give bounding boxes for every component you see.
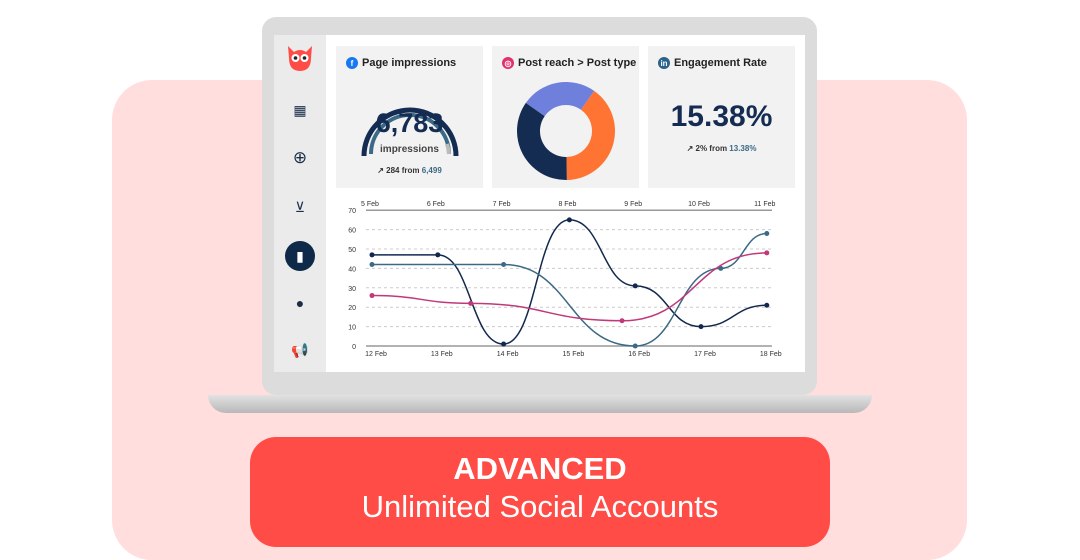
line-chart: 0 10 20 30 40 50 60 70 5 Feb 6 Feb 7 Feb 8 Feb 9 Feb…	[336, 197, 800, 369]
data-point	[764, 250, 770, 256]
change-line: ↗ 2% from 13.38%	[686, 144, 757, 153]
x-tick-label: 14 Feb	[497, 351, 519, 358]
plan-banner: ADVANCED Unlimited Social Accounts	[250, 437, 830, 547]
y-tick-label: 0	[352, 344, 356, 351]
data-point	[764, 302, 770, 308]
plan-title: ADVANCED	[453, 451, 627, 486]
data-point	[764, 230, 770, 236]
data-point	[632, 283, 638, 289]
page-impressions-card: f Page impressions 6,783 impressions ↗ 28…	[336, 46, 483, 188]
linkedin-icon: in	[658, 57, 670, 69]
y-tick-label: 50	[348, 247, 356, 254]
top-tick-label: 5 Feb	[361, 201, 379, 208]
x-tick-label: 17 Feb	[694, 351, 716, 358]
laptop-base	[208, 395, 872, 413]
megaphone-icon[interactable]: 📢	[291, 341, 309, 358]
top-tick-label: 7 Feb	[493, 201, 511, 208]
impressions-value: 6,783	[375, 108, 444, 138]
analytics-icon[interactable]: ▮	[285, 241, 315, 271]
donut-slice-2	[525, 82, 595, 117]
y-tick-label: 30	[348, 286, 356, 293]
y-tick-label: 70	[348, 208, 356, 215]
y-tick-label: 40	[348, 266, 356, 273]
impressions-unit: impressions	[380, 144, 439, 155]
data-point	[718, 265, 724, 271]
inbox-icon[interactable]: ⊻	[294, 198, 306, 215]
data-point	[369, 252, 375, 258]
engagement-rate-card: in Engagement Rate 15.38% ↗ 2% from 13.38…	[648, 46, 795, 188]
data-point	[698, 324, 704, 330]
data-point	[566, 217, 572, 223]
top-tick-label: 8 Feb	[558, 201, 576, 208]
series-line-1	[372, 232, 767, 347]
lightbulb-icon[interactable]: ●	[295, 295, 305, 311]
change-line: ↗ 284 from 6,499	[377, 166, 442, 175]
data-point	[501, 262, 507, 268]
card-title: Page impressions	[362, 57, 457, 69]
sidebar: ▦ ⊕ ⊻ ▮ ● 📢	[274, 35, 326, 372]
owl-logo-icon[interactable]	[285, 43, 315, 73]
x-tick-label: 18 Feb	[760, 351, 782, 358]
gauge	[361, 107, 459, 157]
x-tick-label: 12 Feb	[365, 351, 387, 358]
donut-chart	[517, 82, 615, 180]
top-tick-label: 6 Feb	[427, 201, 445, 208]
laptop-screen: ▦ ⊕ ⊻ ▮ ● 📢 f Page impressions 6,783 impr…	[274, 35, 805, 372]
data-point	[369, 293, 375, 299]
post-reach-card: ◎ Post reach > Post type	[492, 46, 639, 188]
data-point	[468, 300, 474, 306]
y-tick-label: 10	[348, 325, 356, 332]
y-tick-label: 20	[348, 305, 356, 312]
top-tick-label: 11 Feb	[754, 201, 775, 208]
data-point	[632, 343, 638, 349]
card-title: Post reach > Post type	[518, 57, 637, 69]
donut-slice-1	[517, 102, 567, 180]
top-tick-label: 9 Feb	[624, 201, 642, 208]
series-line-2	[371, 252, 767, 322]
data-point	[619, 318, 625, 324]
card-title: Engagement Rate	[674, 57, 767, 69]
instagram-icon: ◎	[502, 57, 514, 69]
calendar-icon[interactable]: ▦	[293, 101, 307, 118]
plus-circle-icon[interactable]: ⊕	[292, 148, 308, 167]
facebook-icon: f	[346, 57, 358, 69]
data-point	[501, 341, 507, 347]
data-point	[369, 262, 375, 268]
y-tick-label: 60	[348, 228, 356, 235]
series-line-0	[372, 219, 767, 345]
data-point	[435, 252, 441, 258]
donut-slice-0	[566, 90, 615, 180]
x-tick-label: 16 Feb	[628, 351, 650, 358]
top-tick-label: 10 Feb	[688, 201, 710, 208]
plan-subtitle: Unlimited Social Accounts	[361, 489, 719, 524]
x-tick-label: 13 Feb	[431, 351, 453, 358]
engagement-value: 15.38%	[670, 100, 773, 133]
x-tick-label: 15 Feb	[563, 351, 585, 358]
